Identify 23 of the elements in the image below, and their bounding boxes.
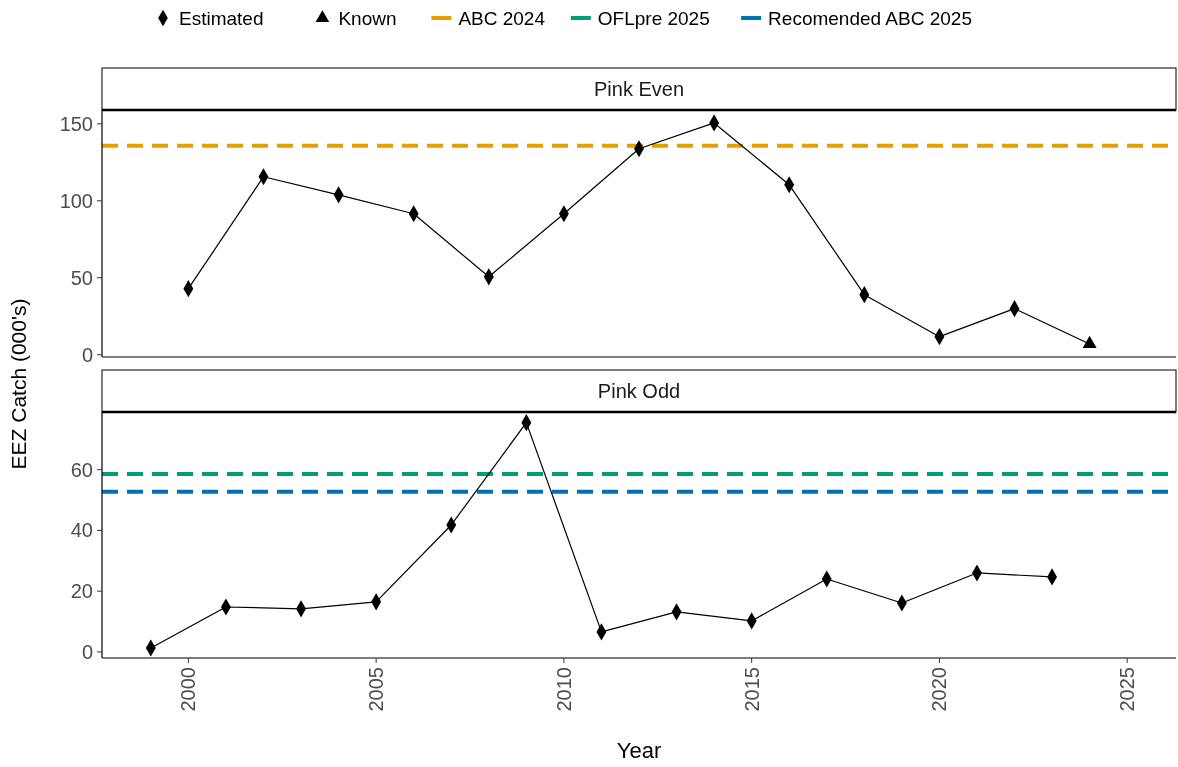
- chart-title: Pink Odd: [597, 380, 681, 402]
- legend-label: ABC 2024: [458, 8, 546, 29]
- y-tick-label: 150: [59, 112, 93, 135]
- x-tick-label: 2015: [740, 667, 763, 712]
- x-tick-label: 2000: [177, 667, 200, 712]
- x-tick-label: 2020: [928, 667, 951, 712]
- x-axis-title: Year: [616, 738, 662, 763]
- y-tick-label: 0: [81, 343, 93, 366]
- y-tick-label: 40: [70, 519, 93, 542]
- y-tick-label: 0: [81, 640, 93, 663]
- legend-label: OFLpre 2025: [597, 8, 710, 29]
- legend-label: Known: [338, 8, 397, 29]
- chart-title: Pink Even: [593, 78, 685, 100]
- y-tick-label: 60: [70, 458, 93, 481]
- y-tick-label: 100: [59, 189, 93, 212]
- legend-label: Recomended ABC 2025: [768, 8, 972, 29]
- y-tick-label: 50: [70, 266, 93, 289]
- x-tick-label: 2025: [1116, 667, 1139, 712]
- y-tick-label: 20: [70, 580, 93, 603]
- x-tick-label: 2005: [365, 667, 388, 712]
- x-tick-label: 2010: [552, 667, 575, 712]
- legend-label: Estimated: [179, 8, 264, 29]
- y-axis-title: EEZ Catch (000's): [7, 298, 30, 470]
